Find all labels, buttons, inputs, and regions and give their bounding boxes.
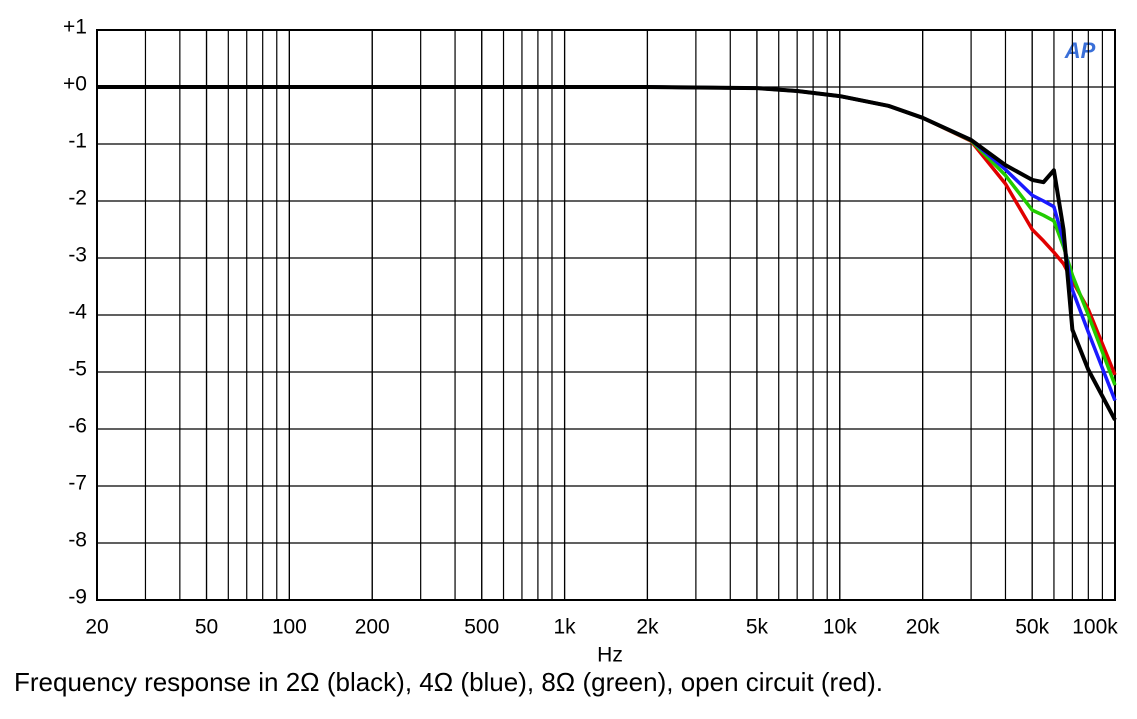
chart-title: Frequency response in 2Ω (black), 4Ω (bl…: [14, 667, 883, 697]
x-tick-label: 20k: [906, 616, 940, 639]
y-tick-label: -3: [68, 244, 87, 267]
y-tick-label: -4: [68, 301, 87, 324]
x-axis-label: Hz: [597, 644, 623, 667]
x-tick-label: 2k: [636, 616, 659, 639]
x-tick-label: 10k: [823, 616, 857, 639]
series-line: [97, 85, 1117, 386]
logo: AP: [1064, 38, 1096, 63]
series-line: [97, 85, 1117, 376]
y-tick-label: -2: [68, 187, 87, 210]
y-tick-label: -7: [68, 472, 87, 495]
x-tick-label: 200: [355, 616, 390, 639]
x-tick-label: 50: [195, 616, 218, 639]
y-tick-label: +1: [63, 16, 87, 39]
y-tick-label: -9: [68, 586, 87, 609]
x-tick-label: 1k: [553, 616, 576, 639]
y-tick-label: -6: [68, 415, 87, 438]
x-tick-label: 100: [272, 616, 307, 639]
y-tick-label: -8: [68, 529, 87, 552]
x-tick-label: 20: [85, 616, 108, 639]
x-tick-label: 50k: [1015, 616, 1049, 639]
y-tick-label: -5: [68, 358, 87, 381]
plot-frame: [96, 29, 1116, 601]
y-tick-label: -1: [68, 130, 87, 153]
x-tick-label: 5k: [746, 616, 769, 639]
y-tick-label: +0: [63, 73, 87, 96]
series-line: [97, 85, 1117, 421]
x-tick-label: 100k: [1072, 616, 1118, 639]
x-tick-label: 500: [464, 616, 499, 639]
